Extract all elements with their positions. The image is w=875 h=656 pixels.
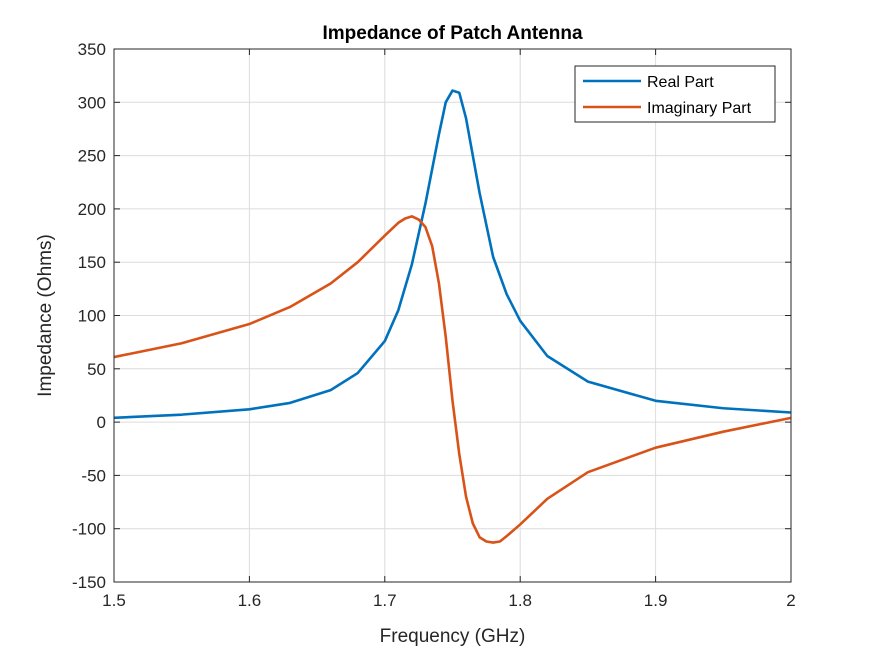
y-tick-label: -50 bbox=[81, 466, 106, 485]
y-tick-label: 300 bbox=[78, 93, 106, 112]
series-line-real-part bbox=[113, 89, 792, 420]
legend-label-imaginary-part: Imaginary Part bbox=[647, 100, 752, 117]
x-tick-label: 2 bbox=[786, 591, 795, 610]
legend-box bbox=[574, 65, 776, 123]
y-tick-label: 150 bbox=[78, 253, 106, 272]
x-tick-label: 1.7 bbox=[373, 591, 397, 610]
legend: Real Part Imaginary Part bbox=[574, 65, 776, 123]
series-line-imaginary-part bbox=[113, 215, 792, 544]
y-tick-label: -100 bbox=[72, 520, 106, 539]
legend-label-real-part: Real Part bbox=[647, 74, 714, 91]
y-tick-label: -150 bbox=[72, 573, 106, 592]
y-tick-label: 350 bbox=[78, 40, 106, 59]
chart-title: Impedance of Patch Antenna bbox=[322, 23, 582, 44]
x-axis-label: Frequency (GHz) bbox=[380, 626, 526, 647]
x-tick-label: 1.6 bbox=[238, 591, 262, 610]
x-tick-label: 1.9 bbox=[644, 591, 668, 610]
y-axis-label: Impedance (Ohms) bbox=[35, 234, 56, 397]
y-tick-label: 250 bbox=[78, 147, 106, 166]
series-lines bbox=[113, 89, 792, 544]
x-tick-label: 1.8 bbox=[508, 591, 532, 610]
y-tick-label: 200 bbox=[78, 200, 106, 219]
axis-ticks: 1.5 1.6 1.7 1.8 1.9 2 -150 -100 -50 0 50 100 150 200 2… bbox=[72, 40, 796, 610]
y-tick-label: 0 bbox=[97, 413, 106, 432]
y-tick-label: 50 bbox=[87, 360, 106, 379]
y-tick-label: 100 bbox=[78, 307, 106, 326]
x-tick-label: 1.5 bbox=[102, 591, 126, 610]
